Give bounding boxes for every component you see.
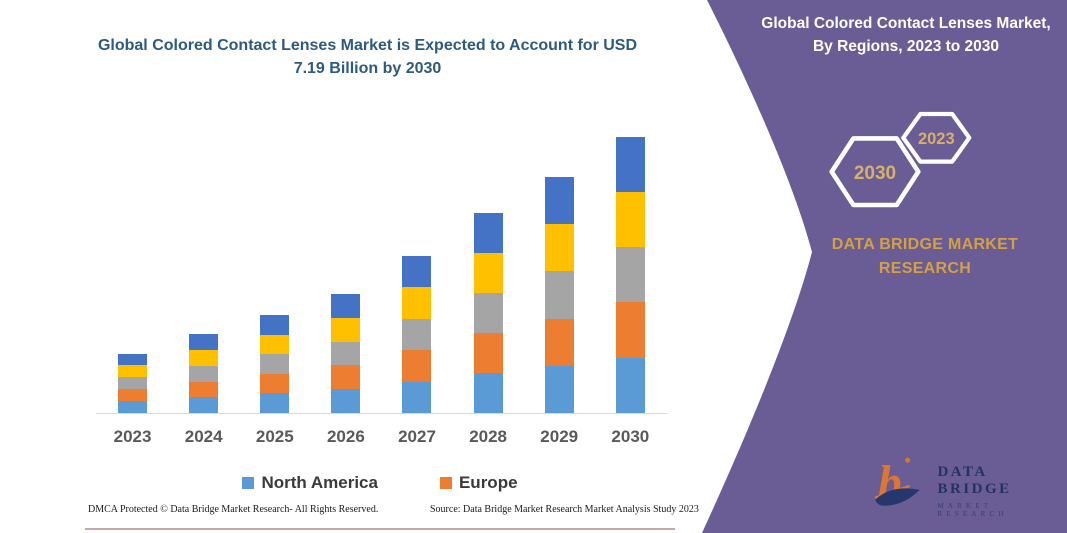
bar-segment-2030-series4 [615, 191, 645, 248]
bar-segment-2029-series1 [544, 365, 574, 413]
bar-segment-2025-series4 [260, 334, 290, 355]
source-note: Source: Data Bridge Market Research Mark… [430, 504, 699, 515]
bar-2028 [453, 213, 524, 413]
bar-2029 [524, 176, 595, 413]
bottom-divider [85, 528, 675, 530]
bar-segment-2025-series5 [260, 315, 290, 335]
hexagon-back-year-label: 2030 [854, 163, 896, 184]
bar-segment-2027-series4 [402, 287, 432, 319]
bar-segment-2027-series2 [402, 350, 432, 382]
legend-item-0: North America [242, 473, 378, 493]
bar-2026 [310, 294, 381, 413]
bar-segment-2026-series2 [331, 365, 361, 390]
legend-item-1: Europe [439, 473, 518, 493]
bar-2025 [239, 315, 310, 413]
purple-panel-shape [702, 0, 1067, 533]
legend-label: North America [261, 473, 378, 492]
bar-segment-2025-series3 [260, 354, 290, 374]
bar-segment-2026-series5 [331, 294, 361, 318]
bar-segment-2027-series5 [402, 255, 432, 288]
legend-swatch-icon [242, 477, 255, 489]
hexagon-front-year-label: 2023 [918, 130, 955, 148]
bar-segment-2027-series3 [402, 318, 432, 351]
legend-label: Europe [458, 473, 518, 492]
x-axis-line [96, 413, 667, 414]
x-axis-label-2024: 2024 [184, 427, 223, 446]
logo-subtitle: MARKET RESEARCH [937, 502, 1008, 518]
x-axis-label-2026: 2026 [326, 427, 365, 446]
chart-legend: North America Europe [95, 473, 665, 493]
bar-segment-2025-series1 [260, 393, 290, 413]
panel-heading: Global Colored Contact Lenses Market, By… [761, 15, 1051, 56]
bar-segment-2030-series1 [615, 357, 645, 413]
bar-segment-2029-series4 [544, 224, 574, 272]
chart-title: Global Colored Contact Lenses Market is … [97, 37, 638, 78]
stacked-bar-chart [97, 136, 666, 413]
bar-segment-2026-series3 [331, 341, 361, 366]
bar-segment-2023-series5 [118, 353, 148, 366]
bar-segment-2026-series4 [331, 317, 361, 342]
bar-segment-2029-series3 [544, 271, 574, 319]
bar-segment-2030-series5 [615, 136, 645, 192]
bar-2027 [381, 255, 452, 413]
data-bridge-logo: b DATA BRIDGE MARKET RESEARCH [874, 454, 1067, 518]
bar-segment-2029-series2 [544, 318, 574, 366]
hexagon-year-badges: 2023 2030 [829, 111, 972, 208]
logo-b-mark-icon: b [874, 457, 920, 509]
x-axis-label-2028: 2028 [469, 427, 508, 446]
bar-segment-2028-series1 [473, 373, 503, 413]
legend-swatch-icon [439, 477, 452, 489]
brand-name: DATA BRIDGE MARKET RESEARCH [831, 236, 1019, 277]
x-axis-label-2030: 2030 [611, 427, 650, 446]
bar-segment-2030-series2 [615, 302, 645, 358]
bar-segment-2028-series5 [473, 213, 503, 254]
x-axis-labels: 2023 2024 2025 2026 2027 2028 2029 2030 [97, 427, 666, 447]
bar-segment-2023-series1 [118, 401, 148, 413]
bar-segment-2029-series5 [544, 176, 574, 225]
bar-segment-2030-series3 [615, 247, 645, 303]
logo-title: DATA BRIDGE [937, 464, 1012, 497]
bar-2023 [97, 353, 168, 413]
bar-segment-2024-series3 [189, 365, 219, 382]
bar-segment-2023-series3 [118, 377, 148, 390]
bar-segment-2023-series4 [118, 365, 148, 378]
bar-segment-2024-series5 [189, 334, 219, 351]
bar-segment-2023-series2 [118, 389, 148, 402]
bar-2030 [595, 136, 666, 413]
bar-segment-2028-series3 [473, 293, 503, 334]
x-axis-label-2025: 2025 [255, 427, 294, 446]
bar-segment-2027-series1 [402, 381, 432, 413]
bar-segment-2024-series4 [189, 350, 219, 366]
logo-text: DATA BRIDGE MARKET RESEARCH [937, 464, 1067, 518]
bar-segment-2024-series2 [189, 381, 219, 398]
dmca-notice: DMCA Protected © Data Bridge Market Rese… [88, 504, 379, 515]
hexagon-2030 [829, 136, 921, 208]
x-axis-label-2023: 2023 [113, 427, 152, 446]
bar-segment-2028-series4 [473, 253, 503, 294]
bar-2024 [168, 334, 239, 413]
bar-segment-2025-series2 [260, 373, 290, 394]
bar-segment-2026-series1 [331, 389, 361, 413]
bar-segment-2028-series2 [473, 333, 503, 374]
hexagon-2023 [901, 111, 972, 164]
x-axis-label-2029: 2029 [540, 427, 579, 446]
x-axis-label-2027: 2027 [398, 427, 436, 446]
bar-segment-2024-series1 [189, 397, 219, 413]
